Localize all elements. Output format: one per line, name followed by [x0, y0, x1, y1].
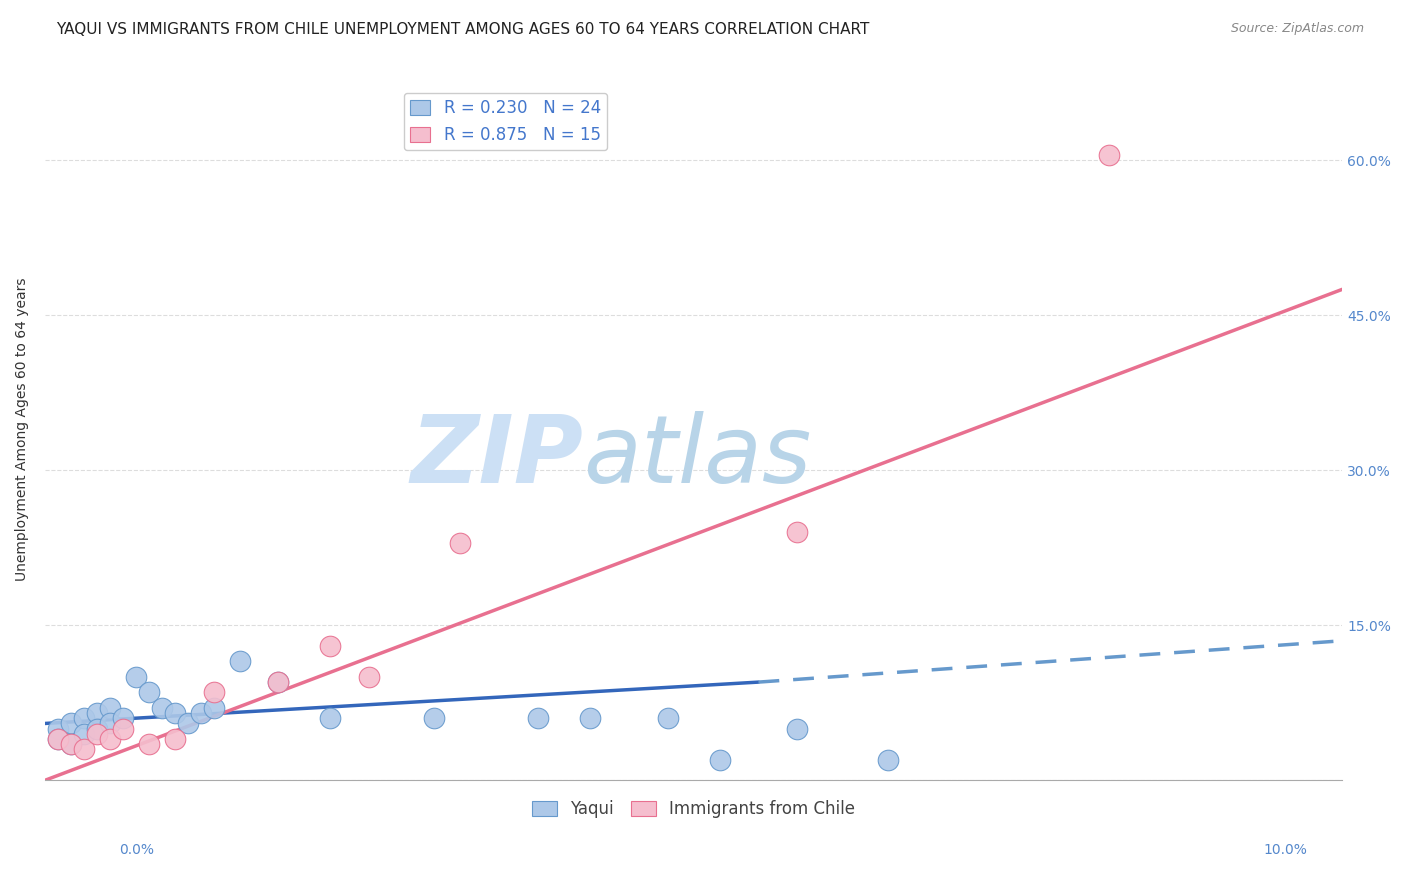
- Point: [138, 737, 160, 751]
- Y-axis label: Unemployment Among Ages 60 to 64 years: Unemployment Among Ages 60 to 64 years: [15, 277, 30, 581]
- Point: [86, 706, 108, 720]
- Point: [786, 525, 808, 540]
- Point: [319, 711, 342, 725]
- Point: [202, 701, 225, 715]
- Point: [786, 722, 808, 736]
- Point: [163, 731, 186, 746]
- Text: Source: ZipAtlas.com: Source: ZipAtlas.com: [1230, 22, 1364, 36]
- Point: [98, 716, 121, 731]
- Point: [73, 711, 96, 725]
- Point: [98, 731, 121, 746]
- Point: [449, 535, 471, 549]
- Legend: Yaqui, Immigrants from Chile: Yaqui, Immigrants from Chile: [526, 793, 862, 825]
- Text: ZIP: ZIP: [411, 411, 583, 503]
- Point: [359, 670, 381, 684]
- Point: [190, 706, 212, 720]
- Point: [98, 701, 121, 715]
- Point: [150, 701, 173, 715]
- Point: [111, 722, 134, 736]
- Point: [59, 737, 82, 751]
- Point: [111, 711, 134, 725]
- Point: [319, 639, 342, 653]
- Point: [86, 722, 108, 736]
- Point: [46, 731, 69, 746]
- Point: [59, 716, 82, 731]
- Point: [163, 706, 186, 720]
- Text: 0.0%: 0.0%: [120, 843, 155, 857]
- Point: [579, 711, 602, 725]
- Point: [73, 727, 96, 741]
- Point: [46, 722, 69, 736]
- Point: [423, 711, 446, 725]
- Point: [73, 742, 96, 756]
- Point: [267, 675, 290, 690]
- Point: [176, 716, 198, 731]
- Point: [59, 737, 82, 751]
- Point: [125, 670, 148, 684]
- Point: [267, 675, 290, 690]
- Point: [1098, 148, 1121, 162]
- Point: [657, 711, 679, 725]
- Point: [709, 753, 731, 767]
- Text: 10.0%: 10.0%: [1264, 843, 1308, 857]
- Text: YAQUI VS IMMIGRANTS FROM CHILE UNEMPLOYMENT AMONG AGES 60 TO 64 YEARS CORRELATIO: YAQUI VS IMMIGRANTS FROM CHILE UNEMPLOYM…: [56, 22, 870, 37]
- Point: [877, 753, 900, 767]
- Point: [228, 655, 250, 669]
- Point: [138, 685, 160, 699]
- Point: [527, 711, 550, 725]
- Point: [46, 731, 69, 746]
- Point: [86, 727, 108, 741]
- Point: [202, 685, 225, 699]
- Text: atlas: atlas: [583, 411, 811, 502]
